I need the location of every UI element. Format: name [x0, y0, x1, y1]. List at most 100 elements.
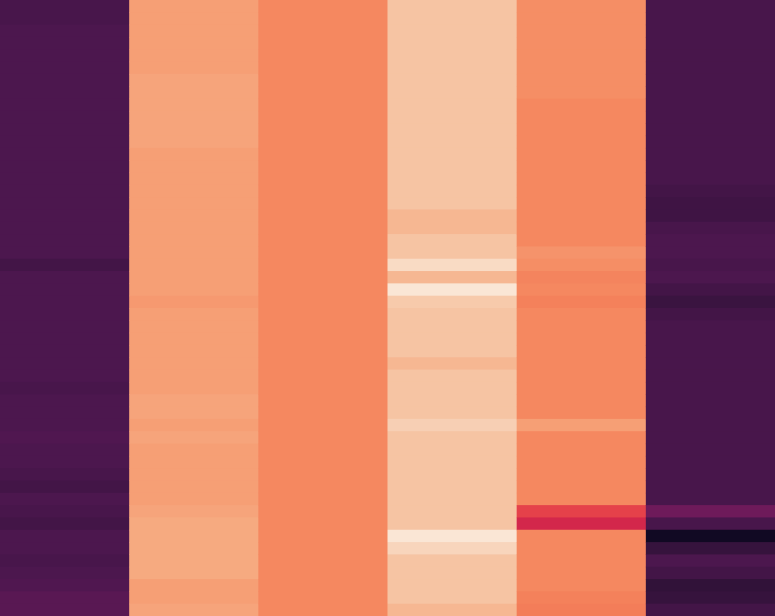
heatmap-cell	[387, 98, 518, 112]
heatmap-cell	[258, 184, 389, 198]
heatmap-cell	[516, 221, 647, 235]
heatmap-cell	[258, 209, 389, 223]
heatmap-cell	[387, 283, 518, 297]
heatmap-cell	[645, 61, 775, 75]
heatmap-cell	[0, 209, 130, 223]
heatmap-cell	[0, 197, 130, 211]
heatmap-cell	[516, 209, 647, 223]
heatmap-cell	[516, 480, 647, 494]
heatmap-cell	[129, 24, 259, 38]
heatmap-cell	[258, 135, 389, 149]
heatmap-cell	[516, 431, 647, 445]
heatmap-cell	[645, 591, 775, 605]
heatmap-cell	[258, 542, 389, 555]
heatmap-cell	[645, 505, 775, 519]
heatmap-cell	[0, 406, 130, 420]
heatmap-column-1	[0, 0, 130, 616]
heatmap-cell	[258, 357, 389, 371]
heatmap-cell	[387, 603, 518, 616]
heatmap-cell	[258, 505, 389, 519]
heatmap-cell	[0, 381, 130, 395]
heatmap-cell	[0, 283, 130, 297]
heatmap-cell	[258, 443, 389, 457]
heatmap-cell	[516, 234, 647, 247]
heatmap-cell	[129, 381, 259, 395]
heatmap-cell	[129, 455, 259, 469]
heatmap-cell	[258, 283, 389, 297]
heatmap-cell	[516, 49, 647, 63]
heatmap-cell	[387, 431, 518, 445]
heatmap-cell	[129, 468, 259, 482]
heatmap-cell	[258, 258, 389, 272]
heatmap-cell	[129, 73, 259, 87]
heatmap-cell	[0, 492, 130, 506]
heatmap-cell	[645, 357, 775, 371]
heatmap-cell	[0, 184, 130, 198]
heatmap-cell	[258, 369, 389, 383]
heatmap-cell	[258, 406, 389, 420]
heatmap-column-3	[258, 0, 389, 616]
heatmap-cell	[0, 36, 130, 50]
heatmap-cell	[645, 110, 775, 124]
heatmap-column-6	[645, 0, 775, 616]
heatmap-cell	[387, 24, 518, 38]
heatmap-cell	[516, 308, 647, 321]
heatmap-cell	[645, 431, 775, 445]
heatmap-cell	[645, 295, 775, 309]
heatmap-cell	[258, 579, 389, 592]
heatmap-cell	[0, 566, 130, 580]
heatmap-cell	[0, 542, 130, 555]
heatmap-cell	[387, 184, 518, 198]
heatmap-cell	[258, 86, 389, 100]
heatmap-cell	[0, 603, 130, 616]
heatmap-cell	[129, 332, 259, 346]
heatmap-cell	[645, 197, 775, 211]
heatmap-cell	[516, 554, 647, 568]
heatmap-cell	[387, 394, 518, 408]
heatmap-cell	[258, 566, 389, 580]
heatmap-cell	[129, 529, 259, 543]
heatmap-cell	[516, 135, 647, 149]
heatmap-cell	[387, 258, 518, 272]
heatmap-cell	[387, 246, 518, 260]
heatmap-cell	[129, 369, 259, 383]
heatmap-cell	[645, 579, 775, 592]
heatmap-cell	[645, 246, 775, 260]
heatmap-cell	[129, 135, 259, 149]
heatmap-cell	[258, 61, 389, 75]
heatmap-cell	[645, 123, 775, 137]
heatmap-cell	[129, 234, 259, 247]
heatmap-cell	[129, 308, 259, 321]
heatmap-cell	[129, 147, 259, 161]
heatmap-cell	[645, 184, 775, 198]
heatmap-cell	[129, 480, 259, 494]
heatmap-cell	[258, 418, 389, 432]
heatmap-cell	[0, 295, 130, 309]
heatmap-cell	[516, 24, 647, 38]
heatmap-cell	[516, 271, 647, 284]
heatmap-cell	[387, 468, 518, 482]
heatmap-cell	[0, 147, 130, 161]
heatmap-cell	[129, 283, 259, 297]
heatmap-cell	[645, 369, 775, 383]
heatmap-cell	[129, 209, 259, 223]
heatmap-cell	[387, 160, 518, 174]
heatmap-cell	[516, 455, 647, 469]
heatmap-cell	[258, 308, 389, 321]
heatmap-cell	[516, 381, 647, 395]
heatmap-cell	[129, 160, 259, 174]
heatmap-cell	[0, 308, 130, 321]
heatmap-cell	[516, 258, 647, 272]
heatmap-cell	[387, 36, 518, 50]
heatmap-cell	[516, 357, 647, 371]
heatmap-cell	[129, 221, 259, 235]
heatmap-cell	[645, 529, 775, 543]
heatmap-cell	[258, 332, 389, 346]
heatmap-cell	[387, 0, 518, 13]
heatmap-cell	[645, 308, 775, 321]
heatmap-cell	[387, 357, 518, 371]
heatmap-cell	[387, 566, 518, 580]
heatmap-cell	[516, 0, 647, 13]
heatmap-cell	[129, 492, 259, 506]
heatmap-cell	[258, 110, 389, 124]
